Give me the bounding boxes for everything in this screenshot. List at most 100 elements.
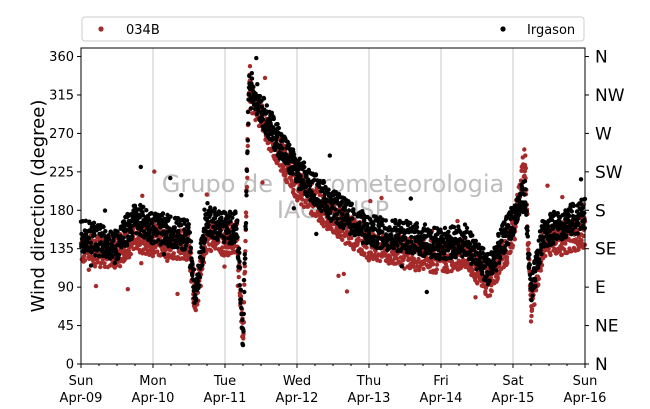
data-point-irgason (383, 218, 388, 223)
data-point-034B (356, 236, 361, 241)
data-point-irgason (562, 229, 567, 234)
data-point-irgason (365, 222, 370, 227)
data-point-irgason (201, 249, 206, 254)
data-point-irgason (97, 253, 102, 259)
data-point-irgason (571, 203, 576, 208)
data-point-irgason (212, 206, 217, 211)
data-point-irgason (245, 109, 251, 115)
data-point-irgason (398, 248, 403, 253)
data-point-irgason (89, 250, 94, 255)
data-point-034B (368, 198, 373, 204)
data-point-irgason (188, 245, 193, 250)
data-point-034B (204, 192, 209, 197)
data-point-irgason (137, 215, 142, 220)
data-point-034B (522, 147, 527, 152)
x-tick-label-day: Wed (283, 374, 311, 389)
data-point-034B (93, 283, 99, 289)
plot-area: Grupo de Micrometeorologia IAG / USP (78, 47, 588, 365)
data-point-034B (244, 214, 249, 219)
data-point-034B (303, 198, 309, 203)
data-point-034B (125, 287, 130, 292)
data-point-irgason (254, 111, 260, 117)
data-point-irgason (453, 255, 458, 260)
y-axis-title: Wind direction (degree) (28, 100, 49, 313)
data-point-irgason (418, 249, 423, 255)
data-point-034B (529, 306, 535, 312)
data-point-irgason (398, 230, 403, 235)
data-point-irgason (197, 274, 202, 280)
data-point-034B (245, 143, 250, 149)
data-point-irgason (241, 277, 247, 283)
data-point-034B (336, 273, 341, 278)
data-point-irgason (327, 153, 332, 158)
data-point-irgason (178, 223, 184, 228)
data-point-irgason (82, 249, 87, 254)
data-point-irgason (575, 231, 581, 236)
data-point-irgason (195, 279, 201, 284)
data-point-irgason (249, 71, 254, 76)
data-point-034B (505, 260, 510, 265)
data-point-034B (489, 288, 494, 294)
data-point-irgason (194, 298, 199, 303)
data-point-irgason (522, 178, 528, 184)
compass-label: SW (595, 163, 623, 183)
legend: 034B Irgason (81, 16, 585, 42)
data-point-034B (411, 264, 416, 269)
data-point-034B (338, 233, 344, 238)
data-point-034B (260, 180, 265, 185)
data-point-irgason (408, 220, 413, 226)
data-point-034B (475, 281, 480, 286)
data-point-irgason (187, 230, 192, 235)
data-point-034B (147, 252, 152, 257)
data-point-034B (208, 248, 214, 254)
data-point-irgason (302, 164, 307, 170)
data-point-irgason (399, 264, 404, 269)
data-point-034B (579, 238, 584, 243)
y-tick-label: 0 (66, 358, 74, 373)
data-point-034B (416, 256, 421, 262)
data-point-034B (92, 264, 98, 269)
data-point-034B (526, 247, 531, 252)
data-point-irgason (380, 222, 385, 228)
data-point-irgason (93, 253, 98, 258)
data-point-irgason (314, 231, 319, 237)
data-point-034B (242, 269, 248, 275)
data-point-034B (193, 307, 198, 313)
data-point-irgason (482, 264, 487, 269)
data-point-irgason (115, 229, 120, 234)
data-point-irgason (146, 217, 152, 223)
data-point-034B (563, 241, 568, 246)
data-point-irgason (237, 250, 242, 255)
data-point-irgason (357, 220, 362, 226)
data-point-irgason (442, 248, 447, 253)
data-point-irgason (182, 247, 187, 252)
data-point-irgason (208, 205, 213, 210)
y-tick-label: 90 (57, 281, 74, 296)
data-point-irgason (260, 117, 266, 122)
data-point-irgason (446, 229, 451, 234)
data-point-irgason (243, 221, 249, 226)
data-point-034B (456, 258, 461, 263)
x-tick-label-date: Apr-15 (492, 391, 535, 406)
data-point-irgason (182, 221, 187, 226)
data-point-irgason (237, 283, 242, 288)
data-point-irgason (291, 152, 297, 157)
x-tick-label-day: Sun (573, 374, 598, 389)
data-point-034B (265, 140, 271, 146)
data-point-irgason (218, 228, 223, 234)
data-point-irgason (408, 196, 413, 201)
data-point-irgason (480, 271, 485, 277)
data-point-irgason (569, 209, 574, 214)
y-tick-label: 45 (57, 319, 74, 334)
data-point-irgason (301, 160, 307, 165)
data-point-irgason (414, 224, 420, 230)
data-point-irgason (527, 262, 532, 267)
data-point-irgason (403, 235, 408, 241)
data-point-irgason (191, 267, 197, 272)
y-tick-label: 225 (49, 165, 74, 180)
data-point-irgason (129, 234, 135, 239)
x-tick-label-day: Thu (356, 374, 381, 389)
data-point-irgason (112, 260, 118, 266)
data-point-irgason (484, 273, 489, 279)
data-point-034B (394, 256, 399, 261)
